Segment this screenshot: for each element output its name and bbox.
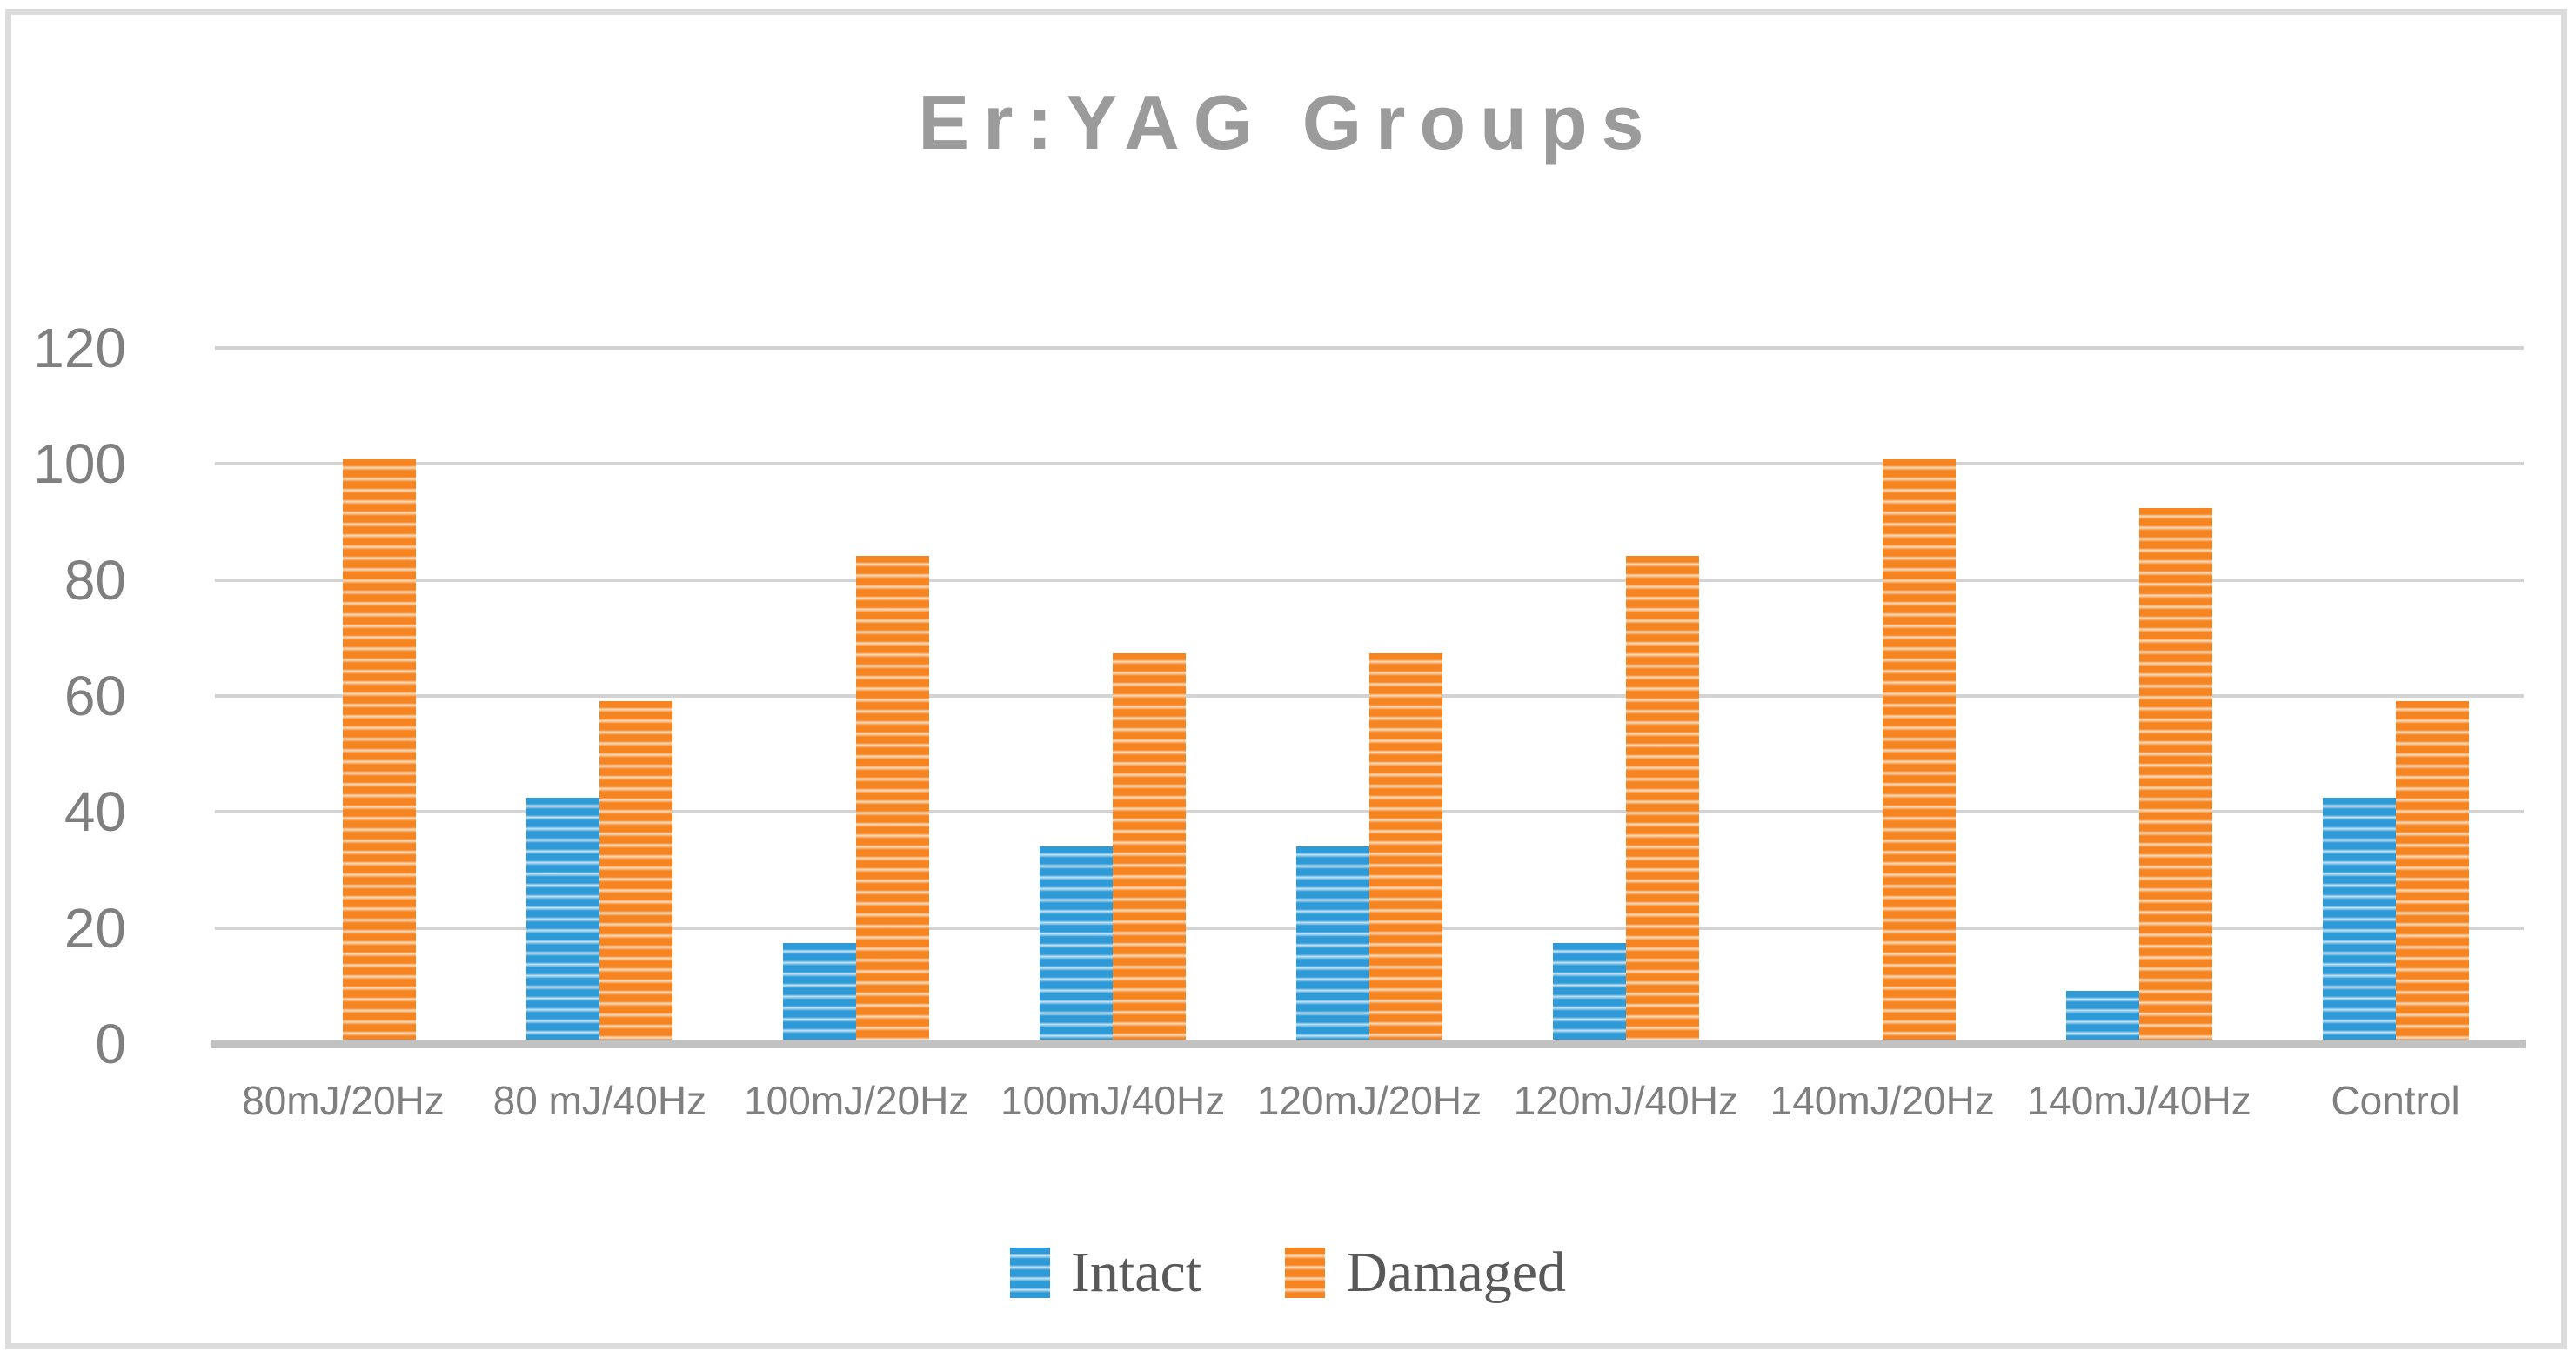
bar-damaged-120mj20hz <box>1369 652 1442 1040</box>
plot-area: 0 20 40 60 80 100 120 <box>33 320 2526 1072</box>
gridline-80 <box>215 578 2524 582</box>
bar-intact-140mj40hz <box>2065 991 2139 1040</box>
chart-title: Er:YAG Groups <box>918 79 1658 165</box>
x-category-label-140mj20hz: 140mJ/20Hz <box>1770 1078 1995 1123</box>
y-tick-label-80: 80 <box>64 548 126 612</box>
y-tick-label-100: 100 <box>33 432 126 496</box>
bar-damaged-80mj40hz <box>599 701 673 1040</box>
gridline-120 <box>215 346 2524 350</box>
x-category-label-120mj20hz: 120mJ/20Hz <box>1256 1078 1482 1123</box>
y-tick-label-120: 120 <box>33 317 126 379</box>
bar-damaged-control <box>2395 701 2469 1040</box>
x-category-label-140mj40hz: 140mJ/40Hz <box>2026 1078 2251 1123</box>
x-category-label-100mj20hz: 100mJ/20Hz <box>744 1078 969 1123</box>
x-category-label-control: Control <box>2331 1078 2460 1123</box>
y-tick-label-0: 0 <box>95 1013 126 1075</box>
bar-intact-control <box>2322 798 2396 1040</box>
bar-damaged-100mj20hz <box>856 556 930 1040</box>
legend-label-intact: Intact <box>1070 1241 1202 1304</box>
legend-item-intact: Intact <box>1009 1241 1202 1304</box>
bar-intact-80mj40hz <box>526 798 600 1040</box>
bar-intact-100mj40hz <box>1040 846 1114 1040</box>
x-category-label-100mj40hz: 100mJ/40Hz <box>1000 1078 1226 1123</box>
bar-intact-120mj20hz <box>1296 846 1369 1040</box>
legend-item-damaged: Damaged <box>1285 1244 1566 1301</box>
y-tick-label-20: 20 <box>64 896 126 960</box>
x-axis-line <box>211 1040 2526 1048</box>
legend-label-damaged: Damaged <box>1346 1241 1567 1304</box>
legend-swatch-damaged <box>1285 1248 1326 1298</box>
chart-legend: Intact Damaged <box>0 1225 2576 1321</box>
x-category-label-80mj20hz: 80mJ/20Hz <box>242 1078 445 1123</box>
x-category-label-120mj40hz: 120mJ/40Hz <box>1513 1078 1738 1123</box>
gridline-100 <box>215 462 2524 466</box>
bar-intact-120mj40hz <box>1552 942 1626 1040</box>
bar-damaged-100mj40hz <box>1113 652 1187 1040</box>
y-tick-label-60: 60 <box>64 665 126 727</box>
bar-intact-100mj20hz <box>783 942 857 1040</box>
y-tick-label-40: 40 <box>64 780 126 844</box>
legend-swatch-intact <box>1009 1248 1050 1298</box>
bar-damaged-80mj20hz <box>343 459 417 1040</box>
bar-damaged-140mj40hz <box>2138 507 2212 1040</box>
bar-damaged-140mj20hz <box>1882 459 1956 1040</box>
bar-damaged-120mj40hz <box>1625 556 1699 1040</box>
x-category-label-80mj40hz: 80 mJ/40Hz <box>492 1078 707 1123</box>
